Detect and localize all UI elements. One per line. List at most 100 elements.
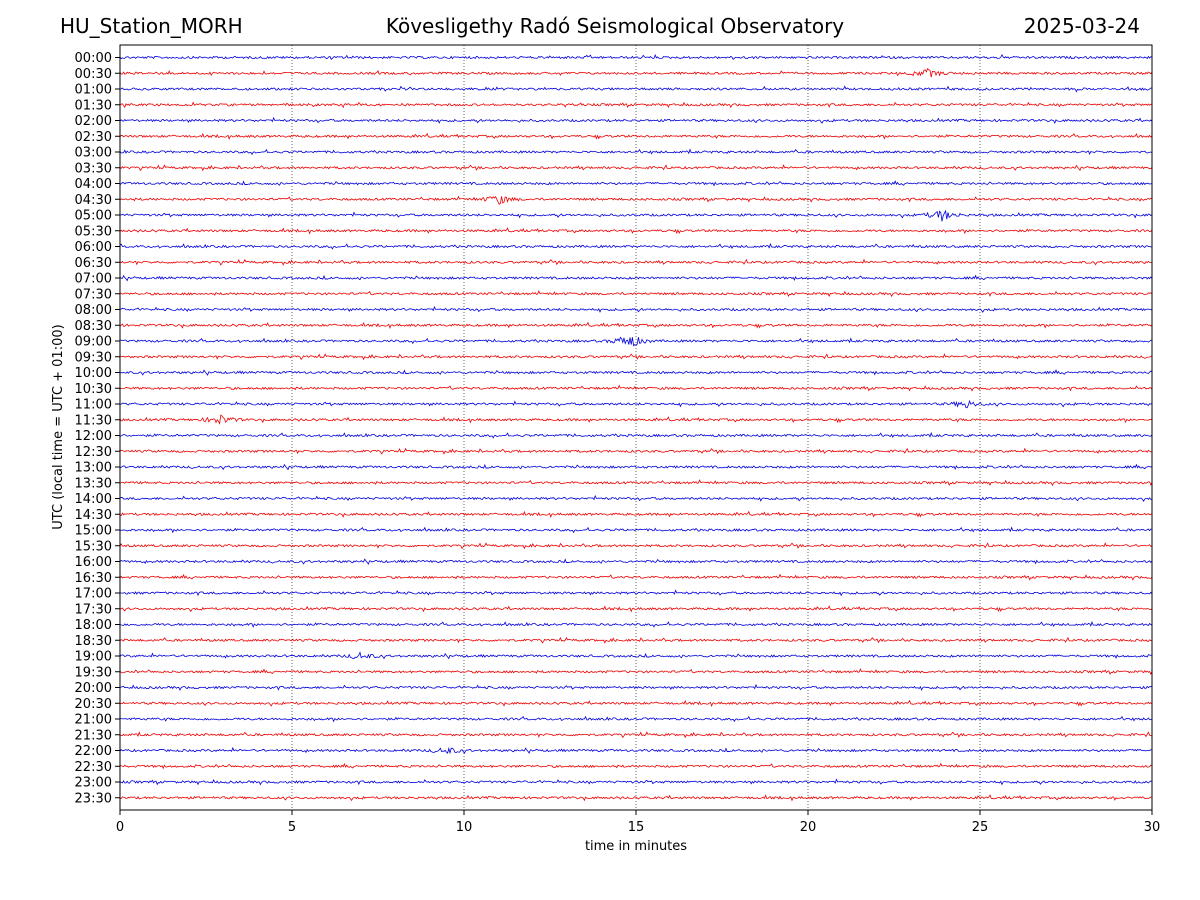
y-tick-label: 15:30: [75, 539, 112, 554]
seismic-trace: [119, 384, 1153, 392]
seismic-trace: [119, 699, 1153, 707]
x-tick-label: 5: [288, 820, 296, 835]
seismic-trace: [119, 132, 1153, 140]
seismic-trace: [119, 180, 1153, 187]
y-tick-label: 19:30: [75, 665, 112, 680]
y-tick-label: 01:00: [75, 83, 112, 98]
y-tick-label: 21:30: [75, 728, 112, 743]
seismic-trace: [119, 101, 1153, 109]
seismic-trace: [119, 369, 1153, 376]
y-tick-label: 13:00: [75, 461, 112, 476]
seismic-trace: [119, 195, 1153, 205]
seismic-trace: [119, 305, 1153, 313]
seismic-trace: [119, 290, 1153, 298]
seismic-trace: [119, 258, 1153, 266]
seismic-trace: [119, 353, 1153, 361]
y-tick-label: 04:30: [75, 193, 112, 208]
y-tick-label: 17:30: [75, 602, 112, 617]
y-tick-label: 18:00: [75, 618, 112, 633]
seismic-trace: [119, 683, 1153, 691]
y-tick-label: 09:30: [75, 350, 112, 365]
x-tick-label: 15: [628, 820, 645, 835]
y-tick-label: 13:30: [75, 476, 112, 491]
y-tick-label: 01:30: [75, 98, 112, 113]
plot-date: 2025-03-24: [1023, 14, 1140, 38]
y-tick-label: 23:30: [75, 791, 112, 806]
seismic-trace: [119, 227, 1153, 235]
y-tick-label: 18:30: [75, 634, 112, 649]
seismic-trace: [119, 542, 1153, 550]
y-tick-label: 14:00: [75, 492, 112, 507]
y-tick-label: 11:00: [75, 398, 112, 413]
trace-group: [119, 53, 1153, 802]
seismic-trace: [119, 636, 1153, 644]
seismic-trace: [119, 53, 1153, 61]
y-tick-label: 16:00: [75, 555, 112, 570]
x-tick-label: 0: [116, 820, 124, 835]
seismic-trace: [119, 778, 1153, 786]
seismic-trace: [119, 731, 1153, 739]
y-tick-label: 15:00: [75, 524, 112, 539]
y-tick-label: 02:30: [75, 130, 112, 145]
x-tick-label: 25: [972, 820, 989, 835]
y-tick-label: 12:30: [75, 445, 112, 460]
seismic-trace: [119, 414, 1153, 425]
y-tick-label: 00:30: [75, 67, 112, 82]
y-tick-label: 22:30: [75, 760, 112, 775]
y-tick-label: 03:00: [75, 146, 112, 161]
seismic-trace: [119, 148, 1153, 156]
grid-lines: [291, 45, 981, 810]
seismic-trace: [119, 620, 1153, 628]
seismic-trace: [119, 479, 1153, 487]
y-tick-label: 04:00: [75, 177, 112, 192]
y-tick-label: 14:30: [75, 508, 112, 523]
y-tick-label: 20:30: [75, 697, 112, 712]
y-tick-label: 07:30: [75, 287, 112, 302]
y-tick-label: 16:30: [75, 571, 112, 586]
y-tick-label: 06:30: [75, 256, 112, 271]
y-tick-label: 19:00: [75, 650, 112, 665]
y-tick-label: 08:00: [75, 303, 112, 318]
seismic-trace: [119, 494, 1153, 502]
seismic-trace: [119, 274, 1153, 282]
y-tick-label: 07:00: [75, 272, 112, 287]
y-tick-label: 05:00: [75, 209, 112, 224]
seismic-trace: [119, 242, 1153, 250]
seismic-trace: [119, 668, 1153, 676]
seismic-trace: [119, 164, 1153, 172]
seismic-trace: [119, 67, 1153, 78]
x-axis-label: time in minutes: [585, 839, 687, 854]
x-tick-label: 20: [800, 820, 817, 835]
seismic-trace: [119, 762, 1153, 770]
seismic-trace: [119, 431, 1153, 439]
seismic-trace: [119, 526, 1153, 534]
seismic-trace: [119, 746, 1153, 755]
x-tick-label: 10: [456, 820, 473, 835]
y-axis-label: UTC (local time = UTC + 01:00): [51, 324, 66, 529]
x-tick-group: 0 5 10 15 20 25 30: [116, 810, 1160, 835]
y-tick-label: 03:30: [75, 161, 112, 176]
y-tick-label: 08:30: [75, 319, 112, 334]
y-tick-label: 10:30: [75, 382, 112, 397]
y-tick-label: 21:00: [75, 713, 112, 728]
seismic-trace: [119, 589, 1153, 597]
seismic-trace: [119, 463, 1153, 471]
y-tick-label: 23:00: [75, 776, 112, 791]
y-tick-label: 09:00: [75, 335, 112, 350]
x-tick-label: 30: [1144, 820, 1161, 835]
seismic-trace: [119, 573, 1153, 581]
y-tick-group: 00:0000:3001:0001:3002:0002:3003:0003:30…: [75, 51, 120, 806]
seismic-trace: [119, 399, 1153, 409]
seismic-trace: [119, 85, 1153, 93]
seismic-trace: [119, 510, 1153, 518]
y-tick-label: 20:00: [75, 681, 112, 696]
observatory-title: Kövesligethy Radó Seismological Observat…: [385, 14, 845, 38]
y-tick-label: 12:00: [75, 429, 112, 444]
y-tick-label: 05:30: [75, 224, 112, 239]
seismic-trace: [119, 209, 1153, 222]
y-tick-label: 06:00: [75, 240, 112, 255]
y-tick-label: 10:00: [75, 366, 112, 381]
y-tick-label: 11:30: [75, 413, 112, 428]
seismic-trace: [119, 336, 1153, 347]
